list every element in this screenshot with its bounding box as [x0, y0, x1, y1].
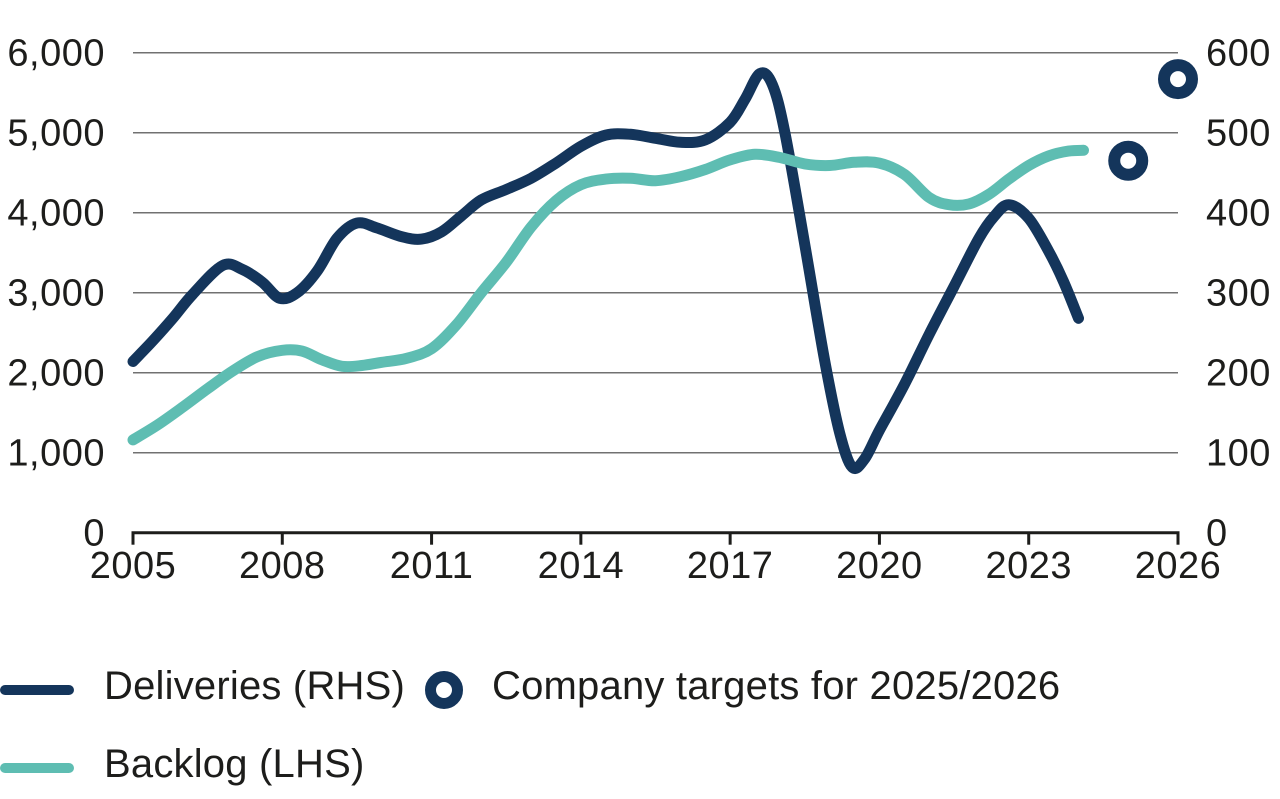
- company-targets-legend-circle-icon: [425, 671, 463, 709]
- right-axis-tick-label: 400: [1206, 193, 1271, 235]
- left-axis-tick-label: 1,000: [7, 433, 105, 475]
- company-target-marker: [1158, 59, 1198, 100]
- right-axis-tick-label: 500: [1206, 113, 1271, 155]
- legend: Deliveries (RHS) Company targets for 202…: [0, 620, 1280, 799]
- x-axis-tick-label: 2017: [687, 545, 774, 587]
- deliveries-legend-swatch: [0, 685, 74, 695]
- x-axis-tick-label: 2023: [985, 545, 1072, 587]
- right-axis-tick-label: 0: [1206, 513, 1228, 555]
- right-axis-tick-label: 600: [1206, 33, 1271, 75]
- x-axis-tick-label: 2020: [836, 545, 923, 587]
- company-targets-legend-label: Company targets for 2025/2026: [492, 664, 1061, 708]
- left-axis-tick-label: 3,000: [7, 273, 105, 315]
- company-target-marker: [1108, 140, 1149, 181]
- left-axis-tick-label: 2,000: [7, 353, 105, 395]
- backlog-legend-label: Backlog (LHS): [104, 742, 365, 786]
- right-axis-tick-label: 200: [1206, 353, 1271, 395]
- left-axis-tick-label: 6,000: [7, 33, 105, 75]
- x-axis-tick-label: 2014: [538, 545, 625, 587]
- backlog-lhs--line: [127, 144, 1089, 446]
- x-axis-tick-label: 2011: [390, 545, 474, 587]
- deliveries-rhs--line: [127, 67, 1084, 474]
- deliveries-legend-label: Deliveries (RHS): [104, 664, 406, 708]
- deliveries-backlog-line-chart: 0 1,000 2,000 3,000 4,000 5,000 6,000 0 100 200 30…: [7, 33, 1271, 587]
- x-axis-tick-label: 2026: [1135, 545, 1222, 587]
- left-axis-tick-label: 4,000: [7, 193, 105, 235]
- x-axis-tick-label: 2005: [90, 545, 177, 587]
- left-axis-tick-label: 5,000: [7, 113, 105, 155]
- x-axis-tick-label: 2008: [239, 545, 326, 587]
- left-axis-tick-label: 0: [83, 513, 105, 555]
- right-axis-tick-label: 100: [1206, 433, 1271, 475]
- right-axis-tick-label: 300: [1206, 273, 1271, 315]
- backlog-legend-swatch: [0, 763, 74, 773]
